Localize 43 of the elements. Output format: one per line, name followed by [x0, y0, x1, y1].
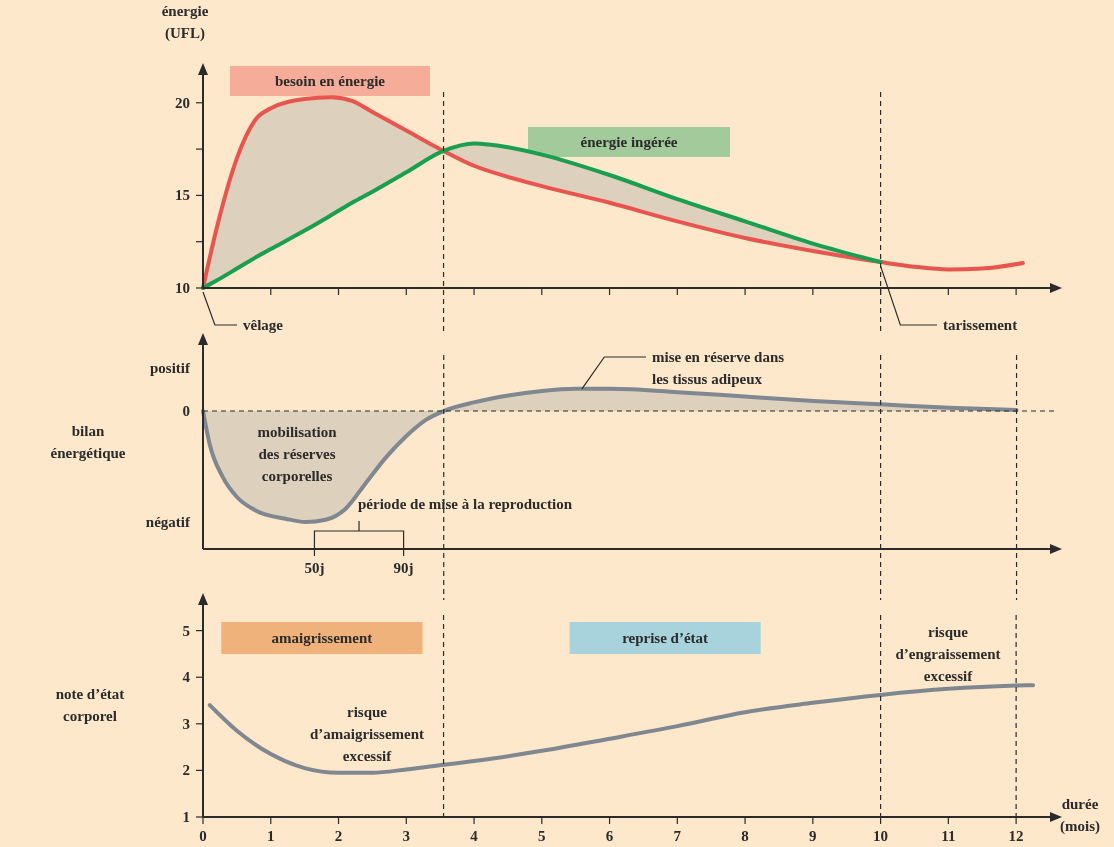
- y-tick-label: 10: [175, 280, 190, 296]
- x-tick-label: 10: [873, 828, 889, 844]
- text: négatif: [145, 514, 191, 530]
- annotation: risque d’amaigrissement excessif: [309, 704, 425, 764]
- x-tick-label: 90j: [393, 560, 414, 576]
- band-label: reprise d’état: [622, 630, 709, 646]
- annotation: mise en réserve dans les tissus adipeux: [652, 349, 785, 387]
- series-label: besoin en énergie: [275, 73, 386, 89]
- annotation: tarissement: [943, 317, 1018, 333]
- annotation: risque d’engraissement excessif: [895, 624, 1001, 684]
- y-axis-title: bilan énergétique: [50, 423, 126, 461]
- x-tick-label: 50j: [304, 560, 325, 576]
- x-tick-label: 5: [538, 828, 546, 844]
- x-tick-label: 6: [605, 828, 614, 844]
- y-axis-title: note d’état corporel: [55, 686, 125, 724]
- x-tick-label: 2: [334, 828, 343, 844]
- y-tick-label: 20: [175, 94, 190, 111]
- x-axis-title: durée (mois): [1060, 796, 1100, 835]
- y-tick-label: 2: [182, 762, 190, 779]
- series-label: énergie ingérée: [580, 134, 678, 150]
- y-tick-label: 3: [182, 715, 190, 732]
- y-tick-label: 15: [175, 187, 190, 204]
- x-tick-label: 0: [199, 828, 207, 844]
- annotation: mobilisation des réserves corporelles: [257, 424, 338, 484]
- annotation: vêlage: [243, 317, 284, 333]
- y-tick-label: 5: [182, 622, 190, 639]
- name-tag: besoin en énergie: [230, 66, 430, 96]
- y-axis-title: énergie (UFL): [161, 3, 209, 42]
- x-tick-label: 12: [1008, 828, 1024, 844]
- y-tick-label: 1: [182, 809, 190, 825]
- text: positif: [149, 360, 191, 376]
- x-tick-label: 8: [741, 828, 749, 844]
- x-tick-label: 11: [941, 828, 956, 844]
- y-tick-label: 4: [182, 669, 191, 686]
- x-tick-label: 4: [470, 828, 479, 844]
- x-tick-label: 3: [402, 828, 411, 844]
- name-tag: énergie ingérée: [528, 127, 730, 157]
- x-tick-label: 1: [267, 828, 275, 844]
- x-tick-label: 7: [673, 828, 682, 844]
- annotation: période de mise à la reproduction: [358, 496, 573, 512]
- x-tick-label: 9: [809, 828, 817, 844]
- ref-line-label: 0: [182, 403, 190, 419]
- band-label: amaigrissement: [271, 630, 373, 646]
